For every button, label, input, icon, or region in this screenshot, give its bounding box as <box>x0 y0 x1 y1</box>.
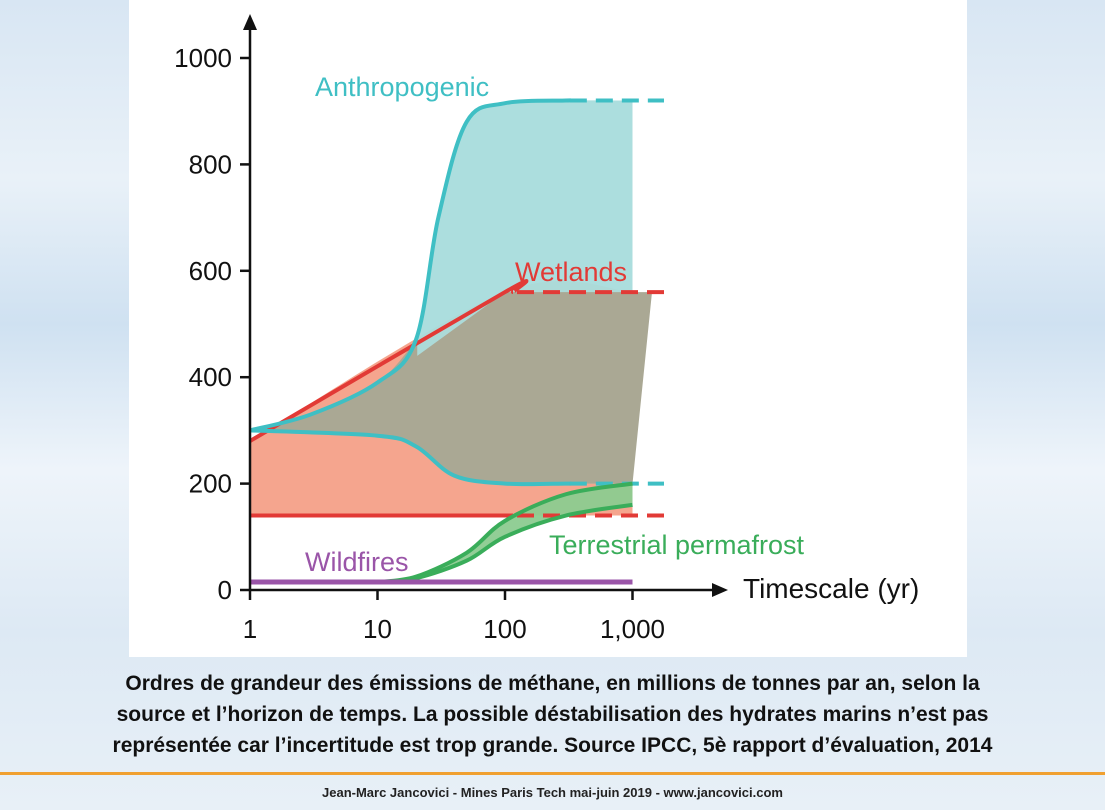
y-tick-label: 1000 <box>174 43 232 73</box>
y-tick-label: 200 <box>189 469 232 499</box>
y-tick-label: 800 <box>189 149 232 179</box>
label-terrestrial-permafrost: Terrestrial permafrost <box>549 530 805 560</box>
caption-line-2: source et l’horizon de temps. La possibl… <box>116 703 989 726</box>
overlap-band <box>250 292 652 485</box>
label-wildfires: Wildfires <box>305 547 409 577</box>
label-anthropogenic: Anthropogenic <box>315 72 489 102</box>
x-tick-label: 1 <box>243 614 257 644</box>
label-wetlands: Wetlands <box>515 257 627 287</box>
footer: Jean-Marc Jancovici - Mines Paris Tech m… <box>322 785 783 800</box>
x-axis-arrow <box>712 583 728 597</box>
y-tick-label: 400 <box>189 362 232 392</box>
caption-line-1: Ordres de grandeur des émissions de méth… <box>125 672 980 695</box>
y-axis-arrow <box>243 14 257 30</box>
wetlands-upper-line <box>248 279 529 443</box>
caption-line-3: représentée car l’incertitude est trop g… <box>112 734 993 757</box>
caption: Ordres de grandeur des émissions de méth… <box>0 668 1105 761</box>
chart-panel: 0 200 400 600 800 1000 1 10 100 1,000 Timescale (y… <box>129 0 967 657</box>
permafrost-lower-line <box>377 502 633 585</box>
x-axis-label: Timescale (yr) <box>743 573 919 604</box>
x-tick-label: 10 <box>363 614 392 644</box>
x-tick-label: 100 <box>483 614 526 644</box>
anthropogenic-lower-line <box>249 428 573 487</box>
anthropogenic-upper-line <box>249 98 573 433</box>
y-tick-label: 0 <box>218 575 232 605</box>
y-tick-label: 600 <box>189 256 232 286</box>
x-tick-label: 1,000 <box>600 614 665 644</box>
divider <box>0 772 1105 775</box>
permafrost-band <box>377 483 633 583</box>
methane-emissions-chart: 0 200 400 600 800 1000 1 10 100 1,000 Timescale (y… <box>174 14 919 644</box>
